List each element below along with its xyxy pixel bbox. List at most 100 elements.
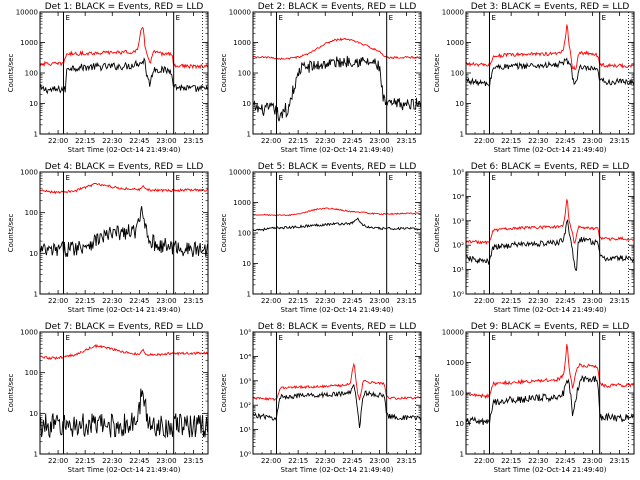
y-tick-label: 1	[34, 291, 38, 299]
detector-panel-2: Det 2: BLACK = Events, RED = LLD E E 1 10 100…	[220, 2, 422, 154]
x-tick-label: 22:00	[261, 137, 281, 145]
y-axis-label: Counts/sec	[7, 374, 15, 413]
y-axis-label: Counts/sec	[7, 54, 15, 93]
y-tick-label: 100	[238, 70, 251, 78]
x-tick-label: 23:15	[609, 457, 629, 465]
x-tick-label: 22:15	[501, 457, 521, 465]
x-axis-label: Start Time (02-Oct-14 21:49:40)	[281, 146, 394, 154]
y-tick-label: 10¹	[239, 426, 251, 434]
y-axis-label: Counts/sec	[433, 54, 441, 93]
x-tick-label: 22:00	[48, 457, 68, 465]
y-tick-label: 100	[25, 209, 38, 217]
lld-series-line	[40, 182, 208, 195]
y-tick-label: 1000	[233, 199, 251, 207]
x-tick-label: 22:30	[528, 297, 548, 305]
x-tick-label: 22:45	[342, 457, 362, 465]
y-tick-label: 10	[242, 100, 251, 108]
time-marker-label: E	[491, 174, 495, 182]
y-axis-label: Counts/sec	[433, 214, 441, 253]
detector-panel-6: Det 6: BLACK = Events, RED = LLD E E 10⁰ 10¹…	[433, 162, 635, 314]
time-marker-label: E	[491, 14, 495, 22]
x-tick-label: 22:15	[288, 137, 308, 145]
y-tick-label: 10⁵	[452, 169, 464, 177]
x-tick-label: 22:15	[501, 137, 521, 145]
x-tick-label: 22:30	[315, 137, 335, 145]
x-tick-label: 22:30	[315, 457, 335, 465]
y-tick-label: 10	[455, 100, 464, 108]
y-tick-label: 100	[451, 390, 464, 398]
x-tick-label: 23:00	[369, 137, 389, 145]
y-tick-label: 1	[247, 131, 251, 139]
x-axis-label: Start Time (02-Oct-14 21:49:40)	[68, 146, 181, 154]
detector-panel-9: Det 9: BLACK = Events, RED = LLD E E 1 10 100…	[433, 322, 635, 474]
x-tick-label: 23:00	[156, 457, 176, 465]
y-tick-label: 10	[242, 260, 251, 268]
x-tick-label: 23:15	[396, 457, 416, 465]
events-series-line	[466, 57, 634, 88]
x-tick-label: 22:45	[342, 297, 362, 305]
y-tick-label: 10³	[452, 217, 464, 225]
events-series-line	[253, 383, 421, 428]
plot-frame	[39, 331, 209, 455]
y-tick-label: 10	[29, 100, 38, 108]
time-marker-label: E	[176, 14, 180, 22]
time-marker-label: E	[389, 334, 393, 342]
panel-title: Det 3: BLACK = Events, RED = LLD	[471, 2, 630, 12]
x-tick-label: 23:00	[156, 137, 176, 145]
panel-title: Det 6: BLACK = Events, RED = LLD	[471, 162, 630, 172]
x-tick-label: 22:15	[288, 457, 308, 465]
y-tick-label: 10000	[16, 9, 38, 17]
y-tick-label: 1000	[20, 169, 38, 177]
y-tick-label: 10⁴	[239, 353, 251, 361]
panel-title: Det 7: BLACK = Events, RED = LLD	[45, 322, 204, 332]
x-tick-label: 23:15	[183, 297, 203, 305]
x-tick-label: 22:45	[342, 137, 362, 145]
x-axis-label: Start Time (02-Oct-14 21:49:40)	[494, 146, 607, 154]
y-tick-label: 1000	[20, 39, 38, 47]
y-tick-label: 1000	[233, 39, 251, 47]
events-series-line	[466, 374, 634, 427]
x-tick-label: 22:30	[528, 137, 548, 145]
lld-series-line	[253, 37, 421, 61]
y-axis-label: Counts/sec	[220, 374, 228, 413]
y-tick-label: 10000	[229, 9, 251, 17]
x-tick-label: 23:15	[396, 297, 416, 305]
x-tick-label: 22:00	[261, 457, 281, 465]
x-tick-label: 22:30	[528, 457, 548, 465]
y-tick-label: 10	[455, 420, 464, 428]
y-axis-label: Counts/sec	[433, 374, 441, 413]
time-marker-label: E	[389, 14, 393, 22]
y-tick-label: 1000	[446, 39, 464, 47]
plot-frame	[252, 171, 422, 295]
x-tick-label: 22:15	[75, 297, 95, 305]
y-tick-label: 10²	[239, 402, 251, 410]
x-tick-label: 23:15	[609, 297, 629, 305]
y-tick-label: 10	[29, 410, 38, 418]
panel-title: Det 5: BLACK = Events, RED = LLD	[258, 162, 417, 172]
lld-series-line	[466, 344, 634, 399]
x-tick-label: 22:00	[474, 137, 494, 145]
lld-series-line	[253, 362, 421, 402]
x-tick-label: 23:15	[183, 137, 203, 145]
x-tick-label: 22:15	[288, 297, 308, 305]
y-tick-label: 10⁴	[452, 193, 464, 201]
y-tick-label: 1	[34, 451, 38, 459]
time-marker-label: E	[65, 334, 69, 342]
y-axis-label: Counts/sec	[220, 214, 228, 253]
time-marker-label: E	[602, 334, 606, 342]
x-tick-label: 22:15	[75, 137, 95, 145]
panel-title: Det 1: BLACK = Events, RED = LLD	[45, 2, 204, 12]
y-axis-label: Counts/sec	[7, 214, 15, 253]
y-tick-label: 100	[238, 230, 251, 238]
y-tick-label: 1	[460, 131, 464, 139]
x-axis-label: Start Time (02-Oct-14 21:49:40)	[68, 306, 181, 314]
lld-series-line	[40, 344, 208, 360]
time-marker-label: E	[65, 174, 69, 182]
x-tick-label: 23:15	[183, 457, 203, 465]
y-axis-label: Counts/sec	[220, 54, 228, 93]
x-tick-label: 23:00	[156, 297, 176, 305]
plot-frame	[39, 11, 209, 135]
time-marker-label: E	[176, 174, 180, 182]
y-tick-label: 100	[25, 70, 38, 78]
detector-panel-5: Det 5: BLACK = Events, RED = LLD E E 1 10 100…	[220, 162, 422, 314]
